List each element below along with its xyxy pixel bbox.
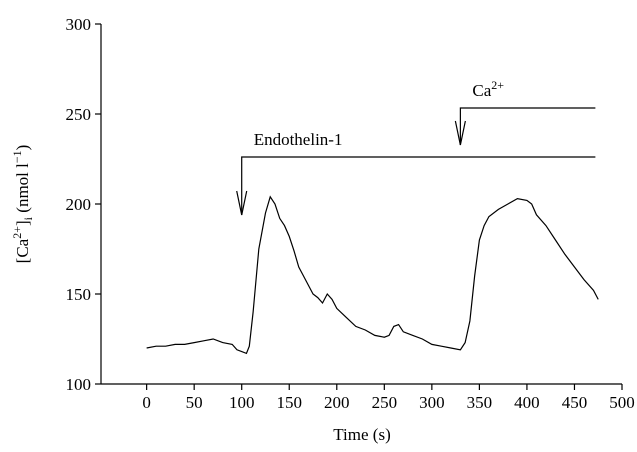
annotation-label: Endothelin-1 xyxy=(254,130,343,149)
x-tick-label: 200 xyxy=(324,393,350,412)
text-part: ] xyxy=(13,220,32,226)
annotation-arrowhead xyxy=(236,190,248,216)
annotation-arrowhead xyxy=(454,120,466,146)
x-tick-label: 300 xyxy=(419,393,445,412)
x-tick-label: 350 xyxy=(467,393,493,412)
text-part: 2+ xyxy=(10,226,24,239)
text-part: Endothelin-1 xyxy=(254,130,343,149)
x-axis-title: Time (s) xyxy=(333,425,390,444)
text-part: i xyxy=(21,216,35,220)
text-part: Ca xyxy=(472,81,491,100)
annotation-bar xyxy=(241,156,596,215)
x-tick-label: 150 xyxy=(276,393,302,412)
y-tick-label: 100 xyxy=(66,375,92,394)
x-tick-label: 450 xyxy=(562,393,588,412)
y-tick-label: 250 xyxy=(66,105,92,124)
x-tick-label: 400 xyxy=(514,393,540,412)
x-tick-label: 100 xyxy=(229,393,255,412)
y-tick-label: 150 xyxy=(66,285,92,304)
x-tick-label: 250 xyxy=(372,393,398,412)
text-part: ) xyxy=(13,145,32,151)
x-tick-label: 0 xyxy=(142,393,151,412)
y-tick-label: 200 xyxy=(66,195,92,214)
y-axis-title: [Ca2+]i (nmol l−1) xyxy=(10,145,35,264)
annotation-bar xyxy=(459,107,596,145)
text-part: [Ca xyxy=(13,238,32,263)
text-part: 2+ xyxy=(491,78,504,92)
x-tick-label: 50 xyxy=(186,393,203,412)
annotation-label: Ca2+ xyxy=(472,78,504,100)
text-part: (nmol l xyxy=(13,163,32,217)
data-line xyxy=(146,195,599,355)
x-tick-label: 500 xyxy=(609,393,635,412)
y-tick-label: 300 xyxy=(66,15,92,34)
text-part: −1 xyxy=(10,150,24,163)
